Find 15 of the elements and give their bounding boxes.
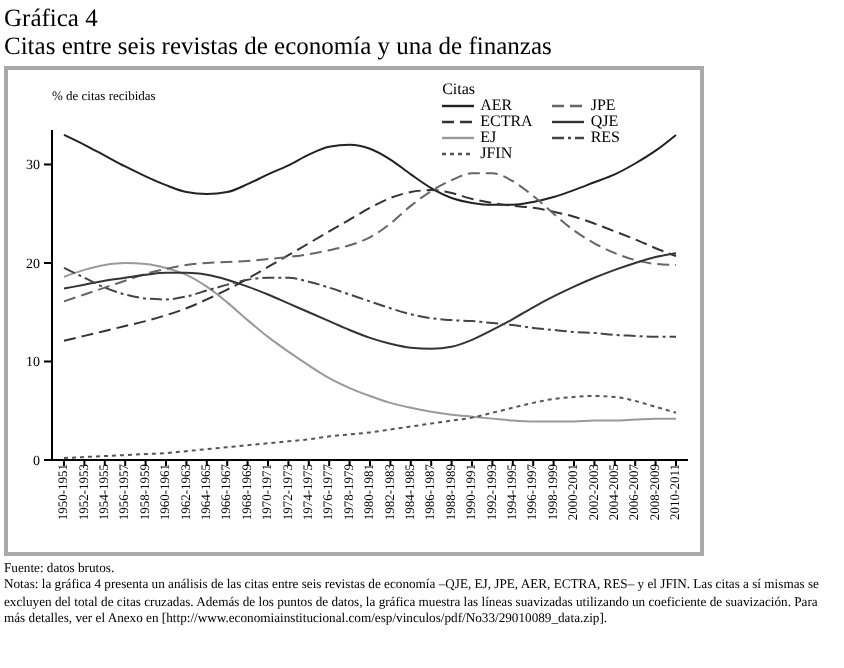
- legend-label: QJE: [590, 112, 619, 130]
- legend-label: RES: [590, 128, 620, 146]
- line-series: [63, 133, 677, 206]
- line-series: [63, 172, 677, 303]
- line-series: [63, 394, 677, 460]
- legend-label: JFIN: [480, 144, 513, 162]
- legend-title: Citas: [442, 80, 478, 98]
- chart-title: Gráfica 4: [4, 4, 100, 32]
- legend-label: EJ: [480, 128, 497, 146]
- chart-subtitle: Citas entre seis revistas de economía y una de finanzas: [4, 32, 554, 60]
- line-series: [63, 261, 677, 423]
- legend-label: AER: [480, 96, 513, 114]
- legend-label: ECTRA: [480, 112, 533, 130]
- legend-label: JPE: [590, 96, 616, 114]
- line-series: [63, 266, 677, 338]
